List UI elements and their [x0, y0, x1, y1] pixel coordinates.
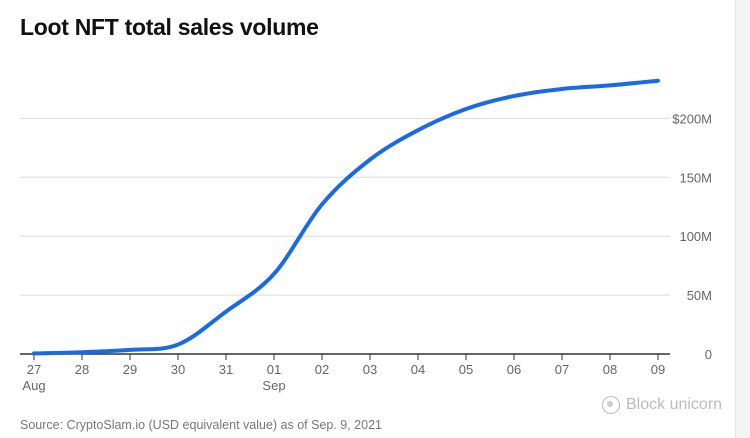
x-tick-label: 06 — [507, 362, 521, 377]
watermark-text: Block unicorn — [626, 396, 723, 413]
x-tick-label: 04 — [411, 362, 425, 377]
source-note: Source: CryptoSlam.io (USD equivalent va… — [20, 418, 382, 432]
chart-title: Loot NFT total sales volume — [20, 14, 319, 40]
x-tick-label: 27 — [27, 362, 41, 377]
scrollbar[interactable] — [735, 0, 750, 438]
y-tick-label: 150M — [679, 170, 712, 185]
x-tick-label: 30 — [171, 362, 185, 377]
x-axis-ticks: 27 28 29 30 31 01 02 03 04 05 06 07 08 09 Aug Sep — [22, 354, 665, 393]
x-tick-label: 28 — [75, 362, 89, 377]
x-tick-label: 05 — [459, 362, 473, 377]
grid-lines — [20, 117, 670, 355]
series-layer — [32, 78, 660, 356]
x-month-label: Aug — [22, 378, 45, 393]
y-axis-ticks: 0 50M 100M 150M $200M — [672, 111, 712, 362]
y-tick-label: 50M — [687, 288, 712, 303]
x-tick-label: 02 — [315, 362, 329, 377]
wechat-icon — [602, 396, 620, 414]
x-tick-label: 31 — [219, 362, 233, 377]
x-tick-label: 09 — [651, 362, 665, 377]
x-tick-label: 03 — [363, 362, 377, 377]
x-tick-label: 08 — [603, 362, 617, 377]
y-tick-label: 0 — [705, 347, 712, 362]
x-tick-label: 07 — [555, 362, 569, 377]
series-line — [32, 78, 660, 356]
x-tick-label: 01 — [267, 362, 281, 377]
y-tick-label: $200M — [672, 111, 712, 126]
x-tick-label: 29 — [123, 362, 137, 377]
x-month-label: Sep — [262, 378, 285, 393]
watermark: Block unicorn — [602, 396, 722, 414]
y-tick-label: 100M — [679, 229, 712, 244]
